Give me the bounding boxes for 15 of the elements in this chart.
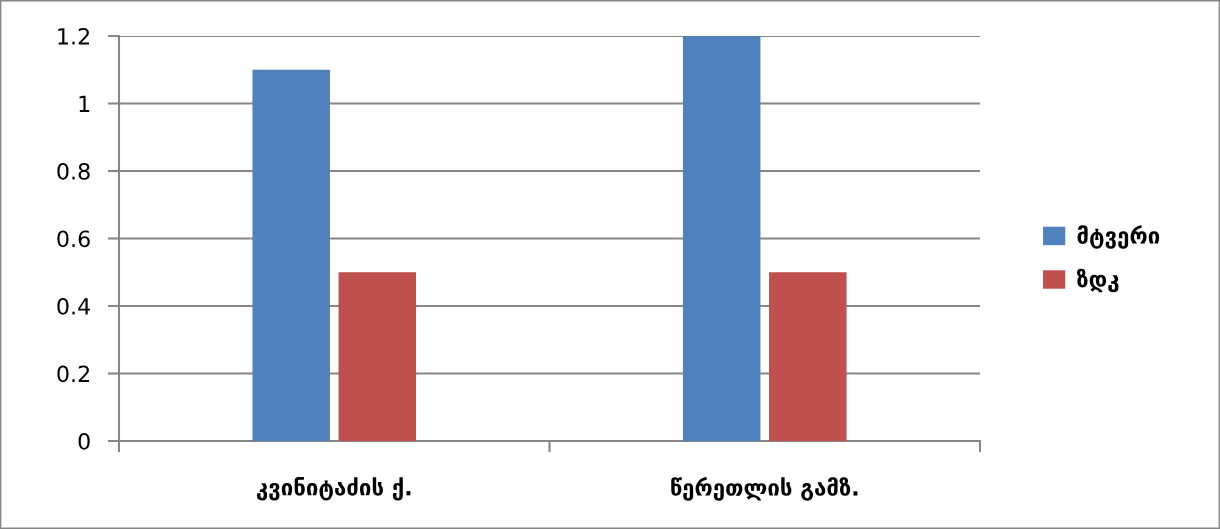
bar (682, 36, 761, 441)
bar (338, 272, 417, 441)
x-tick-label: წერეთლის გამზ. (671, 477, 858, 501)
y-tick-label: 0.4 (57, 297, 90, 315)
y-tick-label: 0 (78, 432, 90, 450)
bar (252, 69, 330, 441)
y-tick-label: 0.8 (57, 162, 90, 180)
legend-label: ზდკ (1076, 268, 1119, 293)
legend-label: მტვერი (1077, 225, 1160, 249)
bar (769, 272, 847, 441)
y-tick-label: 0.2 (57, 365, 89, 383)
y-tick-label: 1 (79, 95, 90, 112)
y-tick-label: 0.6 (57, 230, 90, 248)
x-tick-label: კვინიტაძის ქ. (256, 477, 411, 501)
y-tick-label: 1.2 (58, 27, 89, 45)
